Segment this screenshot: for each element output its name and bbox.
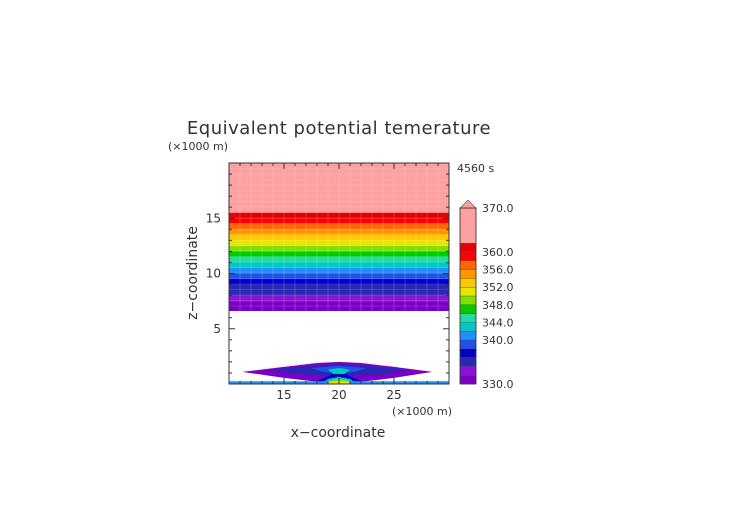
x-tick-label: 15 xyxy=(276,388,291,402)
colorbar-segment xyxy=(459,287,477,297)
contour-band xyxy=(229,262,449,268)
contour-band xyxy=(229,251,449,257)
contour-band xyxy=(229,201,449,213)
colorbar-label: 348.0 xyxy=(482,299,514,312)
colorbar-segment xyxy=(459,322,477,332)
colorbar-segment xyxy=(459,242,477,253)
contour-band xyxy=(229,212,449,219)
colorbar-segment xyxy=(459,366,477,376)
contour-band xyxy=(229,234,449,241)
colorbar-label: 360.0 xyxy=(482,246,514,259)
y-tick-label: 10 xyxy=(206,267,221,281)
colorbar-segment xyxy=(459,375,477,385)
x-axis-label: x−coordinate xyxy=(291,425,386,441)
y-tick-label: 15 xyxy=(206,211,221,225)
contour-band xyxy=(229,301,449,312)
contour-band xyxy=(229,240,449,246)
y-tick-label: 5 xyxy=(213,322,221,336)
contour-band xyxy=(229,273,449,280)
colorbar-label: 330.0 xyxy=(482,378,514,391)
colorbar-segment xyxy=(459,260,477,270)
colorbar-segment xyxy=(459,331,477,341)
contour-band xyxy=(229,295,449,302)
colorbar: 370.0 360.0 356.0 352.0 348.0 344.0 340.0 330.0 xyxy=(459,199,514,391)
colorbar-extend-arrow xyxy=(459,199,477,209)
contour-band xyxy=(229,279,449,285)
contour-band xyxy=(229,218,449,224)
colorbar-label: 352.0 xyxy=(482,281,514,294)
chart-title: Equivalent potential temerature xyxy=(187,118,491,139)
colorbar-segment xyxy=(459,269,477,279)
colorbar-segment xyxy=(459,348,477,358)
x-tick-label: 20 xyxy=(331,388,346,402)
contour-band xyxy=(229,256,449,263)
time-label: 4560 s xyxy=(457,162,494,175)
contour-band xyxy=(229,229,449,235)
colorbar-segment xyxy=(459,339,477,350)
contour-band xyxy=(229,245,449,252)
y-unit-label: (×1000 m) xyxy=(168,140,228,153)
axes: 15 20 25 5 10 15 xyxy=(206,162,450,402)
dome-layer xyxy=(328,367,350,375)
colorbar-frame xyxy=(459,207,477,385)
contour-band xyxy=(229,168,449,202)
x-tick-label: 25 xyxy=(386,388,401,402)
colorbar-label: 344.0 xyxy=(482,316,514,329)
colorbar-label: 370.0 xyxy=(482,202,514,215)
y-axis-label: z−coordinate xyxy=(185,226,201,320)
colorbar-segment xyxy=(459,313,477,323)
colorbar-segment xyxy=(459,251,477,262)
colorbar-label: 340.0 xyxy=(482,334,514,347)
contour-band xyxy=(229,223,449,230)
colorbar-segment xyxy=(459,357,477,367)
contour-band xyxy=(229,284,449,296)
plot-area xyxy=(228,162,450,384)
contour-band xyxy=(229,267,449,274)
colorbar-segment xyxy=(459,207,477,244)
colorbar-label: 356.0 xyxy=(482,264,514,277)
x-unit-label: (×1000 m) xyxy=(392,405,452,418)
colorbar-segment xyxy=(459,295,477,306)
colorbar-segment xyxy=(459,304,477,314)
colorbar-segment xyxy=(459,278,477,288)
